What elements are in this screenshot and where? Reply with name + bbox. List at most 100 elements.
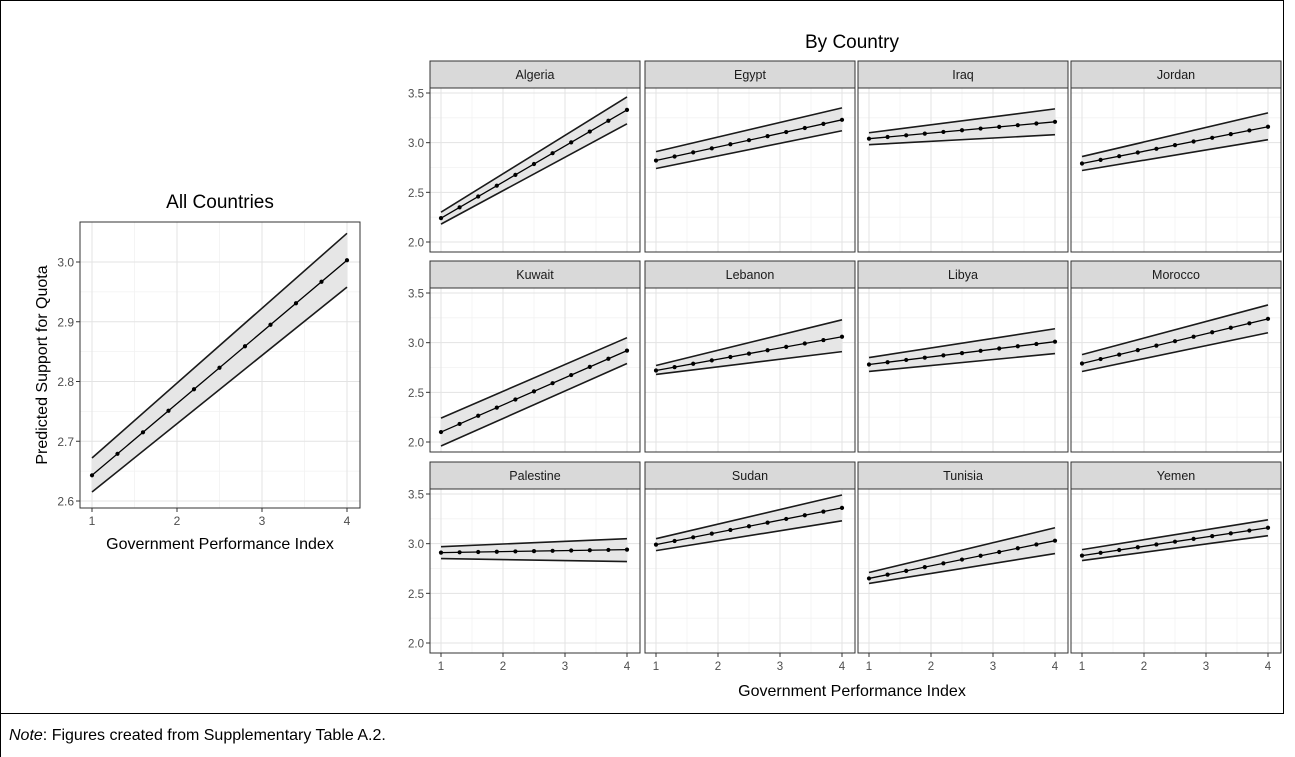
estimate-point — [457, 205, 462, 210]
estimate-point — [531, 549, 537, 554]
estimate-point — [1265, 316, 1271, 321]
upper-bound-line — [1081, 304, 1269, 356]
upper-bound-line — [655, 494, 843, 540]
estimate-point — [606, 547, 611, 553]
estimate-point — [587, 364, 592, 370]
x-tick-label: 4 — [624, 661, 631, 673]
lower-bound-line — [868, 133, 1056, 146]
estimate-point — [904, 568, 909, 573]
panel-border — [79, 221, 361, 509]
estimate-point — [513, 549, 518, 554]
figure-frame-top — [0, 0, 1284, 1]
x-tick-label: 2 — [500, 661, 506, 673]
estimate-point — [728, 527, 733, 533]
x-tick-label: 3 — [1203, 661, 1209, 673]
estimate-point — [959, 350, 965, 356]
facet-strip — [1070, 260, 1282, 289]
upper-bound-line — [440, 336, 628, 419]
lower-bound-line — [868, 352, 1056, 373]
estimate-point — [672, 538, 677, 544]
estimate-point — [550, 381, 555, 386]
note-text: : Figures created from Supplementary Tab… — [42, 727, 386, 744]
lower-bound-line — [655, 129, 843, 170]
estimate-point — [653, 368, 659, 373]
facet-strip-label: Yemen — [1157, 469, 1196, 483]
estimate-point — [866, 576, 872, 581]
y-tick-label: 2.5 — [408, 188, 424, 200]
estimate-point — [1034, 341, 1039, 347]
estimate-point — [1154, 542, 1159, 547]
y-tick-label: 2.5 — [408, 388, 424, 400]
y-tick-label: 2.8 — [57, 375, 74, 389]
y-tick-label: 3.5 — [408, 89, 424, 101]
estimate-point — [1117, 352, 1122, 357]
lower-bound-line — [868, 552, 1056, 585]
estimate-point — [784, 344, 789, 349]
estimate-point — [997, 124, 1002, 129]
estimate-point — [709, 531, 714, 536]
estimate-point — [1265, 124, 1271, 129]
y-tick-label: 2.6 — [57, 495, 74, 509]
estimate-point — [866, 362, 872, 367]
facet-strip — [429, 260, 641, 289]
estimate-point — [438, 550, 444, 555]
panel-background — [858, 288, 1068, 452]
facet-strip-label: Sudan — [732, 469, 768, 483]
upper-bound-line — [91, 232, 348, 459]
facet-panel-morocco: Morocco — [1070, 260, 1282, 453]
facet-strip-label: Jordan — [1157, 68, 1195, 82]
estimate-point — [784, 129, 789, 135]
y-tick-label: 2.7 — [57, 435, 74, 449]
facet-panel-lebanon: Lebanon — [644, 260, 856, 453]
y-tick-label: 2.5 — [408, 589, 424, 601]
estimate-point — [941, 561, 946, 566]
estimate-point — [587, 129, 592, 134]
estimate-point — [569, 140, 574, 145]
estimate-point — [1079, 553, 1085, 558]
estimate-point — [1117, 154, 1122, 159]
upper-bound-line — [1081, 112, 1269, 158]
x-tick-label: 4 — [1265, 661, 1272, 673]
estimate-point — [89, 473, 95, 478]
confidence-band — [869, 328, 1055, 372]
chart-title: All Countries — [166, 192, 274, 213]
estimate-point — [166, 408, 171, 413]
estimate-point — [691, 535, 696, 540]
estimate-point — [821, 337, 826, 343]
upper-bound-line — [868, 108, 1056, 134]
estimate-point — [1228, 531, 1233, 536]
estimate-point — [839, 334, 845, 339]
estimate-point — [709, 358, 714, 363]
confidence-band — [869, 108, 1055, 145]
estimate-point — [1210, 534, 1215, 539]
x-axis-label: Government Performance Index — [738, 683, 966, 700]
estimate-point — [476, 549, 481, 555]
estimate-point — [802, 513, 807, 518]
estimate-point — [728, 354, 733, 360]
x-tick-label: 4 — [839, 661, 846, 673]
estimate-point — [1034, 121, 1039, 126]
estimate-point — [672, 154, 677, 159]
facet-panel-palestine: Palestine 2.0 2.5 3.0 3.5 1 2 3 4 — [408, 461, 641, 673]
estimate-point — [959, 128, 965, 133]
estimate-point — [904, 357, 909, 363]
x-tick-label: 3 — [990, 661, 996, 673]
estimate-point — [746, 351, 752, 356]
y-tick-label: 2.0 — [408, 238, 424, 250]
estimate-point — [1172, 539, 1178, 544]
estimate-point — [1052, 119, 1058, 124]
estimate-point — [1154, 343, 1159, 348]
estimate-point — [959, 557, 965, 562]
y-tick-label: 3.0 — [57, 256, 74, 270]
estimate-point — [941, 353, 946, 358]
estimate-point — [1210, 330, 1215, 335]
estimate-point — [1191, 334, 1196, 339]
facet-strip-label: Palestine — [509, 469, 560, 483]
estimate-point — [1135, 150, 1140, 155]
estimate-point — [476, 194, 481, 199]
confidence-band — [656, 494, 842, 551]
panel-background — [430, 489, 640, 653]
estimate-point — [587, 548, 592, 553]
estimate-point — [765, 348, 770, 353]
upper-bound-line — [440, 96, 628, 213]
